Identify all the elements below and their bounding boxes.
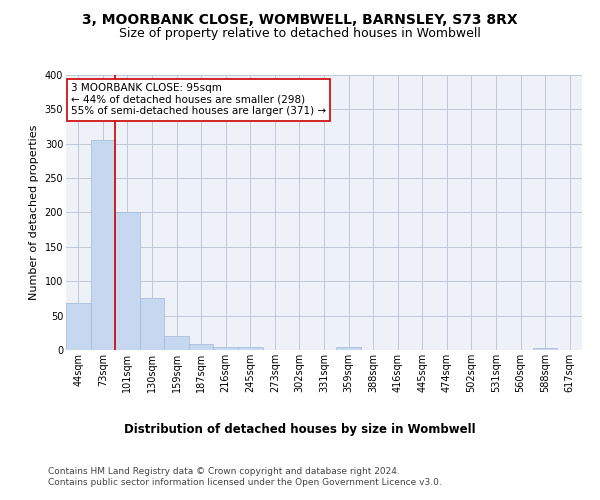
Bar xyxy=(189,344,214,350)
Bar xyxy=(164,336,189,350)
Bar xyxy=(91,140,115,350)
Text: Size of property relative to detached houses in Wombwell: Size of property relative to detached ho… xyxy=(119,28,481,40)
Text: Contains HM Land Registry data © Crown copyright and database right 2024.
Contai: Contains HM Land Registry data © Crown c… xyxy=(48,468,442,487)
Bar xyxy=(140,298,164,350)
Bar xyxy=(214,347,238,350)
Bar xyxy=(336,346,361,350)
Bar xyxy=(115,212,140,350)
Bar xyxy=(66,303,91,350)
Text: 3 MOORBANK CLOSE: 95sqm
← 44% of detached houses are smaller (298)
55% of semi-d: 3 MOORBANK CLOSE: 95sqm ← 44% of detache… xyxy=(71,83,326,116)
Bar xyxy=(533,348,557,350)
Text: Distribution of detached houses by size in Wombwell: Distribution of detached houses by size … xyxy=(124,422,476,436)
Bar xyxy=(238,347,263,350)
Y-axis label: Number of detached properties: Number of detached properties xyxy=(29,125,39,300)
Text: 3, MOORBANK CLOSE, WOMBWELL, BARNSLEY, S73 8RX: 3, MOORBANK CLOSE, WOMBWELL, BARNSLEY, S… xyxy=(82,12,518,26)
